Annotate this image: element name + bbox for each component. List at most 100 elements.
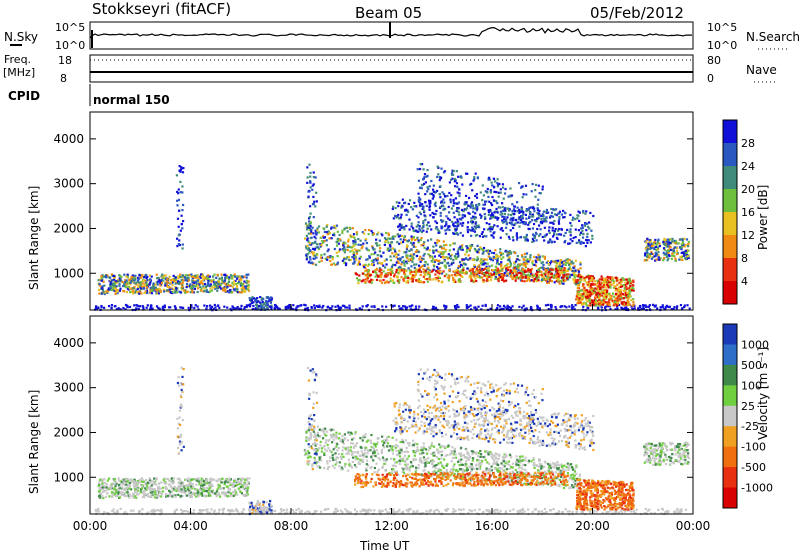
echo-point <box>466 172 469 175</box>
echo-point <box>404 201 407 204</box>
echo-point <box>401 308 404 311</box>
echo-point <box>677 242 680 245</box>
echo-point <box>547 281 550 284</box>
echo-point <box>521 508 524 511</box>
echo-point <box>440 200 443 203</box>
echo-point <box>495 254 498 257</box>
echo-point <box>675 249 679 252</box>
echo-point <box>545 261 548 264</box>
echo-point <box>565 273 568 276</box>
echo-point <box>584 212 587 215</box>
echo-point <box>422 257 425 261</box>
echo-point <box>367 508 371 511</box>
echo-point <box>647 242 650 245</box>
echo-point <box>518 259 521 262</box>
echo-point <box>659 257 662 260</box>
echo-point <box>421 178 425 181</box>
echo-point <box>435 249 438 252</box>
echo-point <box>180 282 183 285</box>
echo-point <box>419 255 422 258</box>
echo-point <box>577 239 581 242</box>
echo-point <box>671 249 674 252</box>
echo-point <box>396 276 399 279</box>
echo-point <box>238 278 242 281</box>
echo-point <box>183 509 186 513</box>
echo-point <box>139 287 142 290</box>
echo-point <box>687 242 690 246</box>
echo-point <box>578 211 582 214</box>
echo-point <box>462 221 465 225</box>
echo-point <box>385 258 388 261</box>
echo-point <box>453 180 456 183</box>
echo-point <box>538 274 541 277</box>
echo-point <box>322 227 325 230</box>
echo-point <box>158 509 161 512</box>
echo-point <box>370 259 374 262</box>
echo-point <box>419 212 423 216</box>
echo-point <box>413 275 416 279</box>
echo-point <box>600 306 603 309</box>
echo-point <box>141 508 144 511</box>
echo-point <box>590 229 593 232</box>
echo-point <box>131 287 135 290</box>
echo-point <box>685 257 688 260</box>
echo-point <box>440 219 443 222</box>
echo-point <box>581 294 585 297</box>
echo-point <box>236 509 239 512</box>
echo-point <box>530 215 533 218</box>
echo-point <box>625 285 628 288</box>
echo-point <box>370 229 373 233</box>
echo-point <box>239 277 242 280</box>
echo-point <box>631 286 634 289</box>
echo-point <box>577 287 580 290</box>
echo-point <box>341 259 344 262</box>
echo-point <box>591 276 594 280</box>
echo-point <box>569 263 573 266</box>
echo-point <box>119 308 122 311</box>
echo-point <box>382 270 385 273</box>
echo-point <box>621 302 624 305</box>
echo-point <box>418 225 421 228</box>
echo-point <box>535 274 539 277</box>
echo-point <box>571 269 574 272</box>
echo-point <box>572 270 575 273</box>
echo-point <box>348 258 351 262</box>
echo-point <box>145 281 148 284</box>
echo-point <box>658 244 661 248</box>
echo-point <box>601 294 604 297</box>
echo-point <box>529 212 532 215</box>
echo-point <box>531 261 534 264</box>
echo-point <box>123 273 126 276</box>
echo-point <box>646 255 649 258</box>
echo-point <box>349 250 352 253</box>
echo-point <box>540 270 543 273</box>
echo-point <box>486 251 489 254</box>
echo-point <box>511 219 514 222</box>
echo-point <box>180 166 183 169</box>
beam-title: Beam 05 <box>355 4 422 22</box>
echo-point <box>452 222 455 225</box>
echo-point <box>238 291 241 294</box>
echo-point <box>447 279 450 282</box>
echo-point <box>412 511 415 515</box>
echo-point <box>599 283 602 286</box>
echo-point <box>606 295 609 298</box>
echo-point <box>667 243 671 246</box>
echo-point <box>457 254 460 257</box>
echo-point <box>634 512 637 515</box>
echo-point <box>380 272 383 275</box>
echo-point <box>163 306 166 309</box>
echo-point <box>326 305 330 308</box>
echo-point <box>576 284 579 287</box>
echo-point <box>242 287 246 290</box>
echo-point <box>357 282 360 285</box>
echo-point <box>435 244 438 247</box>
echo-point <box>361 279 364 283</box>
echo-point <box>439 177 443 180</box>
echo-point <box>101 274 104 277</box>
echo-point <box>193 306 196 310</box>
echo-point <box>152 510 155 514</box>
echo-point <box>375 238 378 241</box>
echo-point <box>540 261 543 265</box>
echo-point <box>668 238 671 241</box>
